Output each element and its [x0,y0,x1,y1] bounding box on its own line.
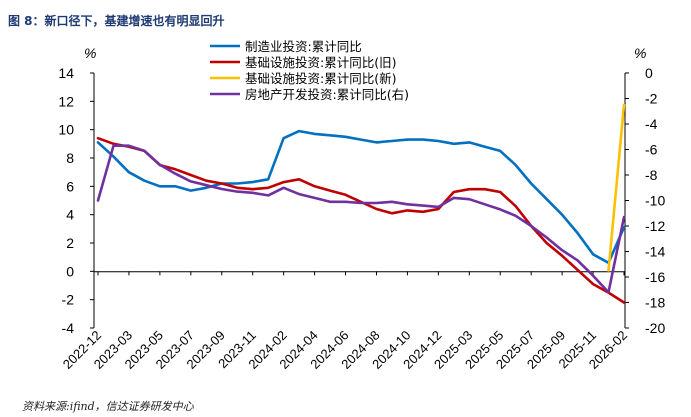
left-tick-label: 8 [66,150,74,166]
series-line [96,136,626,304]
figure-title: 图 8：新口径下，基建增速也有明显回升 [8,14,225,28]
right-axis-unit: % [634,45,646,61]
left-tick-label: 14 [58,65,74,81]
left-tick-label: -2 [62,292,75,308]
legend-label: 制造业投资:累计同比 [245,39,362,54]
right-tick-label: -4 [645,116,658,132]
left-tick-label: -4 [62,320,75,336]
right-tick-label: 0 [645,65,653,81]
right-tick-label: -12 [645,218,665,234]
legend-label: 基础设施投资:累计同比(旧) [245,55,396,70]
right-tick-label: -10 [645,193,665,209]
left-axis-unit: % [84,45,96,61]
left-tick-label: 2 [66,235,74,251]
left-tick-label: 6 [66,178,74,194]
right-tick-label: -20 [645,320,665,336]
source-note: 资料来源:ifind，信达证券研发中心 [22,400,194,413]
left-tick-label: 12 [58,93,74,109]
right-tick-label: -18 [645,295,665,311]
left-tick-label: 4 [66,207,74,223]
left-tick-label: 10 [58,122,74,138]
legend: 制造业投资:累计同比基础设施投资:累计同比(旧)基础设施投资:累计同比(新)房地… [210,39,409,102]
right-tick-label: -8 [645,167,658,183]
right-tick-label: -16 [645,269,665,285]
left-tick-label: 0 [66,263,74,279]
ticks: -4-202468101214-20-18-16-14-12-10-8-6-4-… [58,65,665,372]
series-line [96,144,626,294]
series-lines [96,103,626,304]
right-tick-label: -14 [645,244,665,260]
right-tick-label: -6 [645,142,658,158]
legend-label: 基础设施投资:累计同比(新) [245,71,396,86]
right-tick-label: -2 [645,91,658,107]
legend-label: 房地产开发投资:累计同比(右) [245,87,409,102]
series-line [96,129,626,265]
series-line [607,103,626,272]
